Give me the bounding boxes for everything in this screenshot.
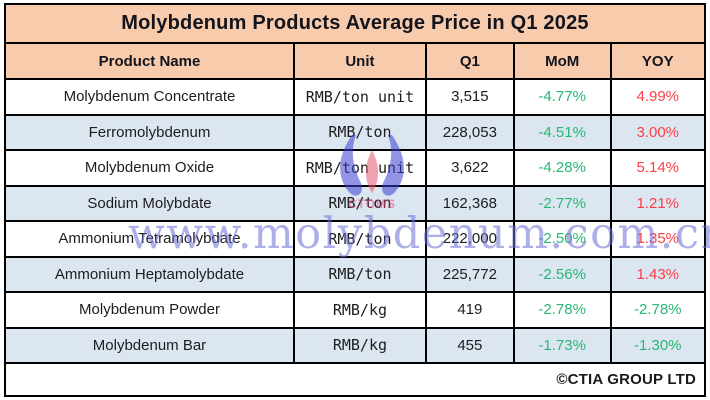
product-name-cell: Molybdenum Bar — [6, 328, 295, 362]
column-header-product-name: Product Name — [6, 44, 295, 78]
unit-cell: RMB/kg — [295, 328, 427, 362]
table-header-row: Product Name Unit Q1 MoM YOY — [6, 44, 704, 80]
product-name-cell: Sodium Molybdate — [6, 186, 295, 220]
table-footer: ©CTIA GROUP LTD — [6, 364, 704, 395]
copyright-text: ©CTIA GROUP LTD — [556, 371, 696, 388]
price-table: Molybdenum Products Average Price in Q1 … — [4, 3, 706, 397]
table-row: Sodium Molybdate RMB/ton 162,368 -2.77% … — [6, 186, 704, 222]
yoy-change-cell: 3.00% — [636, 123, 680, 141]
unit-cell: RMB/ton unit — [295, 151, 427, 185]
mom-change-cell: -1.73% — [515, 328, 612, 362]
table-title-bar: Molybdenum Products Average Price in Q1 … — [6, 5, 704, 44]
product-name-cell: Ammonium Tetramolybdate — [6, 222, 295, 256]
table-row: Molybdenum Oxide RMB/ton unit 3,622 -4.2… — [6, 151, 704, 187]
yoy-change-cell: 1.21% — [636, 194, 680, 212]
table-row: Ferromolybdenum RMB/ton 228,053 -4.51% 3… — [6, 115, 704, 151]
unit-cell: RMB/ton — [295, 115, 427, 149]
unit-cell: RMB/ton unit — [295, 80, 427, 114]
column-header-yoy: YOY — [641, 52, 674, 70]
unit-cell: RMB/kg — [295, 293, 427, 327]
column-header-q1: Q1 — [427, 44, 515, 78]
table-row: Ammonium Tetramolybdate RMB/ton 222,000 … — [6, 222, 704, 258]
column-header-unit: Unit — [295, 44, 427, 78]
q1-price-cell: 222,000 — [427, 222, 515, 256]
yoy-change-cell: -2.78% — [633, 301, 682, 319]
product-name-cell: Ammonium Heptamolybdate — [6, 257, 295, 291]
q1-price-cell: 3,515 — [427, 80, 515, 114]
mom-change-cell: -4.77% — [515, 80, 612, 114]
yoy-change-cell: 1.43% — [636, 265, 680, 283]
q1-price-cell: 419 — [427, 293, 515, 327]
q1-price-cell: 3,622 — [427, 151, 515, 185]
mom-change-cell: -2.56% — [515, 257, 612, 291]
column-header-mom: MoM — [515, 44, 612, 78]
q1-price-cell: 162,368 — [427, 186, 515, 220]
product-name-cell: Ferromolybdenum — [6, 115, 295, 149]
yoy-change-cell: -1.30% — [633, 336, 682, 354]
unit-cell: RMB/ton — [295, 257, 427, 291]
yoy-change-cell: 1.35% — [636, 230, 680, 248]
table-row: Molybdenum Powder RMB/kg 419 -2.78% -2.7… — [6, 293, 704, 329]
product-name-cell: Molybdenum Powder — [6, 293, 295, 327]
table-row: Molybdenum Bar RMB/kg 455 -1.73% -1.30% — [6, 328, 704, 364]
mom-change-cell: -2.77% — [515, 186, 612, 220]
yoy-change-cell: 5.14% — [636, 159, 680, 177]
yoy-change-cell: 4.99% — [636, 88, 680, 106]
table-row: Ammonium Heptamolybdate RMB/ton 225,772 … — [6, 257, 704, 293]
q1-price-cell: 225,772 — [427, 257, 515, 291]
unit-cell: RMB/ton — [295, 222, 427, 256]
q1-price-cell: 228,053 — [427, 115, 515, 149]
q1-price-cell: 455 — [427, 328, 515, 362]
mom-change-cell: -2.50% — [515, 222, 612, 256]
unit-cell: RMB/ton — [295, 186, 427, 220]
product-name-cell: Molybdenum Concentrate — [6, 80, 295, 114]
mom-change-cell: -2.78% — [515, 293, 612, 327]
page-title: Molybdenum Products Average Price in Q1 … — [121, 12, 589, 34]
table-row: Molybdenum Concentrate RMB/ton unit 3,51… — [6, 80, 704, 116]
mom-change-cell: -4.28% — [515, 151, 612, 185]
mom-change-cell: -4.51% — [515, 115, 612, 149]
product-name-cell: Molybdenum Oxide — [6, 151, 295, 185]
